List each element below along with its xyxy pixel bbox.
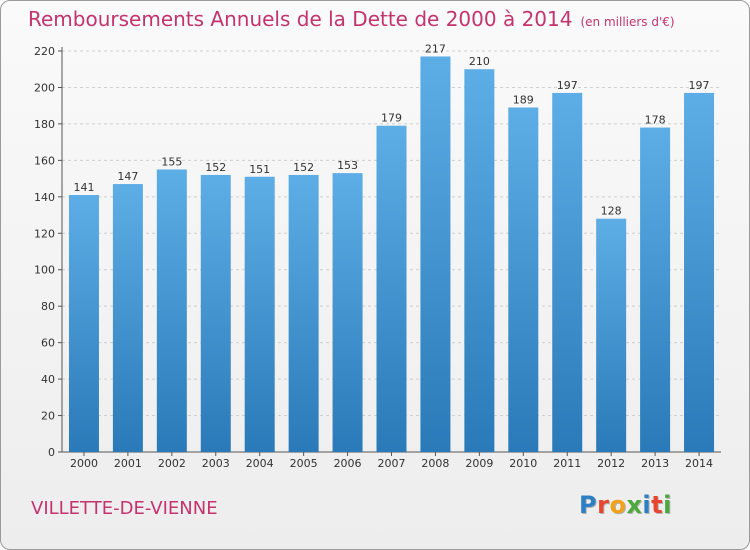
logo-letter: r bbox=[597, 491, 610, 519]
x-tick-label: 2008 bbox=[421, 457, 449, 470]
bar bbox=[684, 92, 715, 452]
data-label: 141 bbox=[73, 181, 94, 194]
x-tick-label: 2003 bbox=[202, 457, 230, 470]
x-tick-label: 2013 bbox=[641, 457, 669, 470]
y-tick-label: 40 bbox=[41, 373, 55, 386]
y-tick-label: 220 bbox=[34, 45, 55, 58]
y-tick-label: 200 bbox=[34, 81, 55, 94]
y-tick-label: 180 bbox=[34, 118, 55, 131]
bar bbox=[640, 127, 671, 453]
y-tick-label: 80 bbox=[41, 300, 55, 313]
bar bbox=[156, 169, 187, 452]
data-label: 153 bbox=[337, 159, 358, 172]
bar bbox=[244, 176, 275, 452]
y-tick-label: 0 bbox=[48, 446, 55, 459]
x-tick-label: 2005 bbox=[290, 457, 318, 470]
data-label: 178 bbox=[645, 114, 666, 127]
bar bbox=[508, 107, 539, 452]
y-tick-label: 20 bbox=[41, 410, 55, 423]
data-label: 152 bbox=[205, 161, 226, 174]
bar bbox=[332, 173, 363, 452]
x-tick-label: 2004 bbox=[246, 457, 274, 470]
x-tick-label: 2002 bbox=[158, 457, 186, 470]
bar bbox=[288, 174, 319, 453]
y-tick-label: 160 bbox=[34, 154, 55, 167]
x-tick-label: 2010 bbox=[509, 457, 537, 470]
data-label: 147 bbox=[117, 170, 138, 183]
x-tick-label: 2006 bbox=[334, 457, 362, 470]
x-tick-label: 2007 bbox=[378, 457, 406, 470]
bar bbox=[552, 92, 583, 452]
data-label: 128 bbox=[601, 205, 622, 218]
data-label: 197 bbox=[557, 79, 578, 92]
data-label: 151 bbox=[249, 163, 270, 176]
bar bbox=[376, 125, 407, 453]
logo-letter: t bbox=[651, 491, 664, 519]
logo-letter: P bbox=[579, 491, 598, 519]
data-label: 189 bbox=[513, 94, 534, 107]
proxiti-logo: Proxiti bbox=[579, 491, 672, 519]
bar bbox=[464, 69, 495, 453]
x-tick-label: 2001 bbox=[114, 457, 142, 470]
x-tick-label: 2000 bbox=[70, 457, 98, 470]
logo-letter: i bbox=[642, 491, 652, 519]
data-label: 210 bbox=[469, 55, 490, 68]
bar bbox=[420, 56, 451, 453]
x-tick-label: 2014 bbox=[685, 457, 713, 470]
x-tick-label: 2012 bbox=[597, 457, 625, 470]
logo-letter: o bbox=[609, 491, 627, 519]
chart-unit: (en milliers d'€) bbox=[580, 15, 675, 29]
x-tick-label: 2009 bbox=[465, 457, 493, 470]
bar bbox=[112, 184, 143, 453]
logo-letter: x bbox=[626, 491, 643, 519]
bar bbox=[596, 218, 627, 452]
bar bbox=[68, 194, 99, 452]
y-tick-label: 60 bbox=[41, 337, 55, 350]
y-tick-label: 120 bbox=[34, 227, 55, 240]
chart-title-text: Remboursements Annuels de la Dette de 20… bbox=[28, 7, 573, 31]
data-label: 179 bbox=[381, 112, 402, 125]
data-label: 197 bbox=[689, 79, 710, 92]
data-label: 155 bbox=[161, 155, 182, 168]
data-label: 217 bbox=[425, 42, 446, 55]
chart-title: Remboursements Annuels de la Dette de 20… bbox=[28, 7, 675, 31]
data-label: 152 bbox=[293, 161, 314, 174]
logo-letter: i bbox=[663, 491, 672, 519]
y-tick-label: 100 bbox=[34, 264, 55, 277]
bar bbox=[200, 174, 231, 453]
x-tick-label: 2011 bbox=[553, 457, 581, 470]
city-name: VILLETTE-DE-VIENNE bbox=[31, 498, 218, 519]
y-tick-label: 140 bbox=[34, 191, 55, 204]
